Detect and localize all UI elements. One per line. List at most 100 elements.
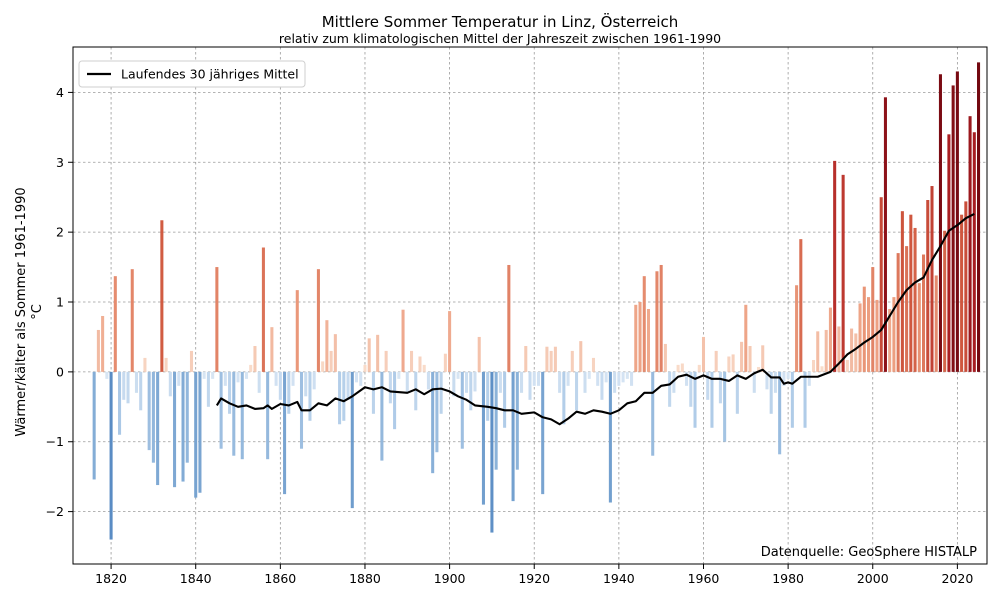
bar-1876 xyxy=(346,371,350,400)
bar-1947 xyxy=(646,308,651,372)
bar-2003 xyxy=(883,97,887,372)
bar-1933 xyxy=(587,371,591,379)
data-source-annotation: Datenquelle: GeoSphere HISTALP xyxy=(761,545,977,560)
bar-1927 xyxy=(562,371,566,425)
bar-1982 xyxy=(795,285,799,372)
bar-2025 xyxy=(977,62,981,372)
bar-1940 xyxy=(617,371,621,386)
bar-1845 xyxy=(215,267,219,372)
bar-1851 xyxy=(240,371,244,460)
bar-1981 xyxy=(790,371,794,428)
bar-1999 xyxy=(867,297,871,372)
bar-1908 xyxy=(481,371,485,505)
chart-subtitle: relativ zum klimatologischen Mittel der … xyxy=(278,31,722,46)
bar-1822 xyxy=(118,371,122,435)
bar-1858 xyxy=(270,327,274,372)
bar-1914 xyxy=(507,264,511,372)
bar-1844 xyxy=(211,371,215,379)
bar-1883 xyxy=(376,334,380,372)
x-tick-label: 1820 xyxy=(95,571,127,586)
bar-1826 xyxy=(134,371,138,393)
bar-1990 xyxy=(828,307,832,372)
bar-1840 xyxy=(194,371,198,498)
bar-1949 xyxy=(655,271,659,372)
bar-1920 xyxy=(532,371,536,386)
bar-1954 xyxy=(676,364,680,372)
bar-1975 xyxy=(765,371,769,390)
bar-1958 xyxy=(693,371,697,428)
y-tick-label: 1 xyxy=(56,295,64,310)
running-mean-line xyxy=(215,213,975,426)
bar-1996 xyxy=(854,333,858,372)
bar-1827 xyxy=(139,371,143,411)
bar-1816 xyxy=(92,371,96,480)
bar-1824 xyxy=(126,371,130,404)
bar-1862 xyxy=(287,371,291,414)
bar-1923 xyxy=(545,346,549,372)
bar-1856 xyxy=(261,247,265,372)
bar-2004 xyxy=(888,308,892,372)
bar-2001 xyxy=(875,299,879,372)
bar-1823 xyxy=(122,371,126,400)
bar-1912 xyxy=(498,371,502,393)
y-tick-label: −2 xyxy=(46,504,64,519)
bar-2002 xyxy=(879,197,883,372)
bar-1888 xyxy=(397,371,401,379)
bar-1979 xyxy=(782,371,786,386)
bar-1992 xyxy=(837,326,841,372)
bar-1900 xyxy=(448,311,452,372)
bar-1986 xyxy=(811,359,816,372)
bar-1997 xyxy=(858,303,862,372)
bar-1966 xyxy=(727,356,731,372)
bar-1994 xyxy=(845,359,849,372)
chart-title: Mittlere Sommer Temperatur in Linz, Öste… xyxy=(321,13,679,31)
bar-1830 xyxy=(151,371,155,463)
x-tick-label: 2000 xyxy=(857,571,889,586)
bar-1872 xyxy=(329,350,333,372)
bar-1917 xyxy=(520,371,524,393)
bar-1860 xyxy=(278,371,282,400)
bar-1942 xyxy=(625,371,629,379)
bar-1839 xyxy=(189,350,194,372)
bar-1890 xyxy=(405,371,409,393)
bar-1911 xyxy=(494,371,498,470)
bar-2022 xyxy=(964,201,968,372)
bar-1833 xyxy=(164,357,168,372)
bar-2008 xyxy=(905,246,909,372)
bar-1859 xyxy=(274,371,278,386)
bar-1976 xyxy=(769,371,773,414)
x-axis: 1820 1840 1860 1880 1900 1920 1940 1960 1980 2000… xyxy=(95,564,973,586)
bar-1998 xyxy=(862,286,866,372)
y-tick-label: 2 xyxy=(56,225,64,240)
bar-1853 xyxy=(249,364,253,372)
bar-1889 xyxy=(401,309,405,372)
bar-2012 xyxy=(922,254,926,372)
bar-1956 xyxy=(685,371,689,386)
bar-2017 xyxy=(943,230,947,372)
bar-1886 xyxy=(388,371,392,404)
bar-1945 xyxy=(638,302,642,372)
bar-1961 xyxy=(706,371,710,400)
bar-1871 xyxy=(325,320,329,372)
bar-1913 xyxy=(503,371,507,428)
bar-1905 xyxy=(469,371,473,411)
bar-1915 xyxy=(511,371,515,502)
bar-1938 xyxy=(608,371,612,503)
bar-1944 xyxy=(634,304,638,372)
bar-1974 xyxy=(761,345,765,372)
bar-2010 xyxy=(913,227,917,372)
bar-1916 xyxy=(515,371,519,470)
y-tick-label: 3 xyxy=(56,155,64,170)
bar-1988 xyxy=(820,366,824,372)
bar-1918 xyxy=(524,346,528,372)
bar-1882 xyxy=(371,371,375,414)
bar-1969 xyxy=(740,341,744,372)
bar-1984 xyxy=(803,371,807,428)
bar-series xyxy=(92,62,981,540)
bar-1838 xyxy=(185,371,189,463)
bar-1935 xyxy=(596,371,600,386)
bar-1926 xyxy=(558,371,562,393)
bar-1820 xyxy=(109,371,113,540)
bar-1878 xyxy=(354,371,359,383)
